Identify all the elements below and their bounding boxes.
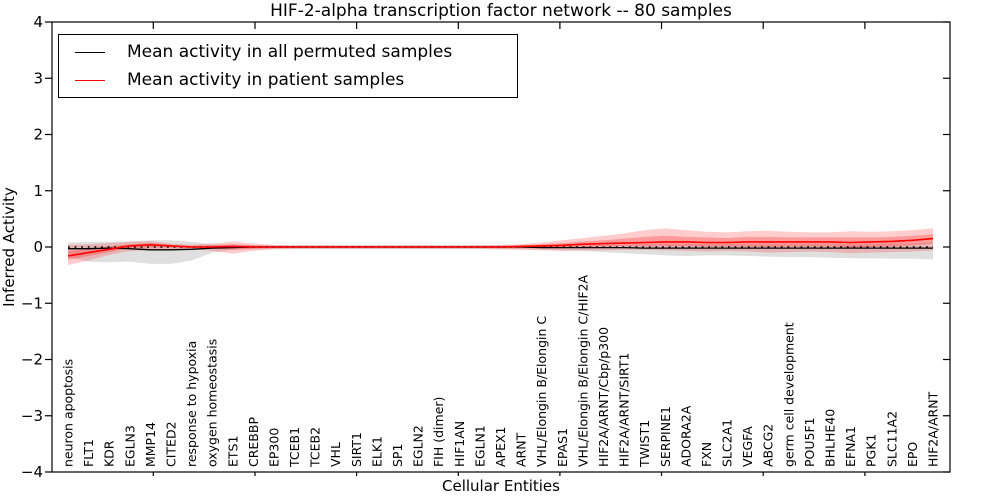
patient-mean-line bbox=[67, 237, 934, 257]
entity-label: FXN bbox=[699, 442, 714, 467]
entity-label: SP1 bbox=[390, 444, 405, 467]
legend-line-permuted-icon bbox=[75, 51, 105, 53]
entity-label: VHL/Elongin B/Elongin C bbox=[534, 316, 549, 467]
entity-label: KDR bbox=[102, 440, 117, 467]
entity-label: ELK1 bbox=[369, 436, 384, 467]
plot-generated-content: 4 3 2 1 0 −1 −2 −3 −4 neuron apoptosis FLT1 KDR EGLN… bbox=[21, 13, 951, 481]
entity-label: MMP14 bbox=[143, 422, 158, 467]
y-tick-label: −1 bbox=[21, 294, 43, 312]
entity-label: POU5F1 bbox=[802, 417, 817, 467]
entity-label: ETS1 bbox=[225, 436, 240, 467]
entity-label: ARNT bbox=[514, 432, 529, 467]
entity-label: EFNA1 bbox=[843, 426, 858, 467]
entity-label: ADORA2A bbox=[678, 405, 693, 467]
entity-label: EGLN3 bbox=[122, 425, 137, 467]
entity-label: SIRT1 bbox=[349, 432, 364, 467]
x-axis-label: Cellular Entities bbox=[442, 477, 560, 495]
entity-label: PGK1 bbox=[864, 434, 879, 467]
y-tick-label: −3 bbox=[21, 407, 43, 425]
y-tick-label: 1 bbox=[33, 182, 43, 200]
entity-label: TCEB1 bbox=[287, 427, 302, 468]
entity-label: TCEB2 bbox=[308, 427, 323, 468]
chart-title: HIF-2-alpha transcription factor network… bbox=[270, 1, 732, 21]
legend-entry-patient: Mean activity in patient samples bbox=[59, 69, 517, 90]
entity-label: response to hypoxia bbox=[184, 341, 199, 467]
entity-label: VHL bbox=[328, 442, 343, 467]
entity-label: HIF1AN bbox=[452, 421, 467, 467]
entity-label: FLT1 bbox=[81, 439, 96, 467]
entity-label: EPAS1 bbox=[555, 428, 570, 467]
entity-label: VEGFA bbox=[740, 426, 755, 467]
entity-label: oxygen homeostasis bbox=[205, 339, 220, 467]
y-axis-label: Inferred Activity bbox=[0, 187, 18, 307]
entity-label: EGLN1 bbox=[472, 425, 487, 467]
entity-label: CITED2 bbox=[164, 421, 179, 467]
entity-label: VHL/Elongin B/Elongin C/HIF2A bbox=[575, 274, 590, 467]
entity-label: ABCG2 bbox=[761, 424, 776, 467]
entity-label: germ cell development bbox=[781, 322, 796, 467]
legend-entry-permuted: Mean activity in all permuted samples bbox=[59, 41, 517, 62]
entity-label: FIH (dimer) bbox=[431, 397, 446, 467]
entity-label: CREBBP bbox=[246, 417, 261, 467]
entity-label: SLC11A2 bbox=[884, 411, 899, 467]
entity-label: HIF2A/ARNT/Cbp/p300 bbox=[596, 327, 611, 467]
y-tick-label: −2 bbox=[21, 351, 43, 369]
y-tick-label: 0 bbox=[33, 238, 43, 256]
entity-label: SLC2A1 bbox=[720, 419, 735, 467]
entity-label: APEX1 bbox=[493, 426, 508, 467]
entity-label: neuron apoptosis bbox=[61, 359, 76, 467]
entity-label: SERPINE1 bbox=[658, 406, 673, 467]
y-tick-label: 2 bbox=[33, 126, 43, 144]
entity-label: EPO bbox=[905, 442, 920, 467]
legend-label-patient: Mean activity in patient samples bbox=[127, 69, 405, 90]
entity-label: HIF2A/ARNT/SIRT1 bbox=[617, 353, 632, 467]
y-tick-label: −4 bbox=[21, 463, 43, 481]
y-tick-label: 4 bbox=[33, 13, 43, 31]
entity-label: TWIST1 bbox=[637, 420, 652, 468]
entity-label: EP300 bbox=[267, 428, 282, 467]
legend-label-permuted: Mean activity in all permuted samples bbox=[127, 41, 453, 62]
legend-line-patient-icon bbox=[75, 79, 105, 81]
entity-label: EGLN2 bbox=[411, 425, 426, 467]
entity-label: BHLHE40 bbox=[823, 409, 838, 467]
legend: Mean activity in all permuted samples Me… bbox=[58, 34, 518, 98]
y-tick-label: 3 bbox=[33, 69, 43, 87]
entity-label: HIF2A/ARNT bbox=[926, 391, 941, 467]
